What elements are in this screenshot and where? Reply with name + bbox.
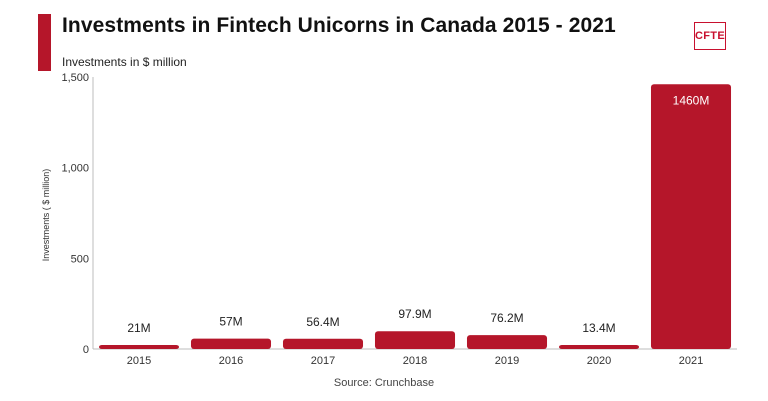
- x-tick-label: 2018: [403, 355, 427, 367]
- y-tick-label: 1,500: [61, 72, 89, 84]
- y-tick-label: 1,000: [61, 163, 89, 175]
- chart-title: Investments in Fintech Unicorns in Canad…: [62, 14, 616, 37]
- data-label-2019: 76.2M: [490, 311, 523, 325]
- y-axis-label: Investments ( $ million): [41, 169, 51, 262]
- x-tick-label: 2015: [127, 355, 151, 367]
- data-label-2020: 13.4M: [582, 321, 615, 335]
- cfte-logo: CFTE: [694, 22, 726, 50]
- title-accent-bar: [38, 14, 51, 71]
- data-label-2018: 97.9M: [398, 307, 431, 321]
- data-label-2021: 1460M: [673, 93, 710, 107]
- data-label-2016: 57M: [219, 315, 242, 329]
- x-tick-label: 2021: [679, 355, 703, 367]
- chart-subtitle: Investments in $ million: [62, 55, 187, 69]
- x-tick-label: 2016: [219, 355, 243, 367]
- data-label-2017: 56.4M: [306, 315, 339, 329]
- x-tick-label: 2017: [311, 355, 335, 367]
- bar-2019: [466, 335, 548, 349]
- bar-2021: [650, 84, 732, 350]
- source-note: Source: Crunchbase: [333, 377, 435, 389]
- data-label-2015: 21M: [127, 321, 150, 335]
- y-tick-label: 0: [83, 344, 89, 356]
- bar-2016: [190, 338, 272, 349]
- bar-2015: [98, 345, 180, 349]
- bar-2017: [282, 338, 364, 349]
- bar-2018: [374, 331, 456, 349]
- x-tick-label: 2020: [587, 355, 611, 367]
- y-tick-label: 500: [71, 253, 89, 265]
- x-tick-label: 2019: [495, 355, 519, 367]
- bar-2020: [558, 345, 640, 349]
